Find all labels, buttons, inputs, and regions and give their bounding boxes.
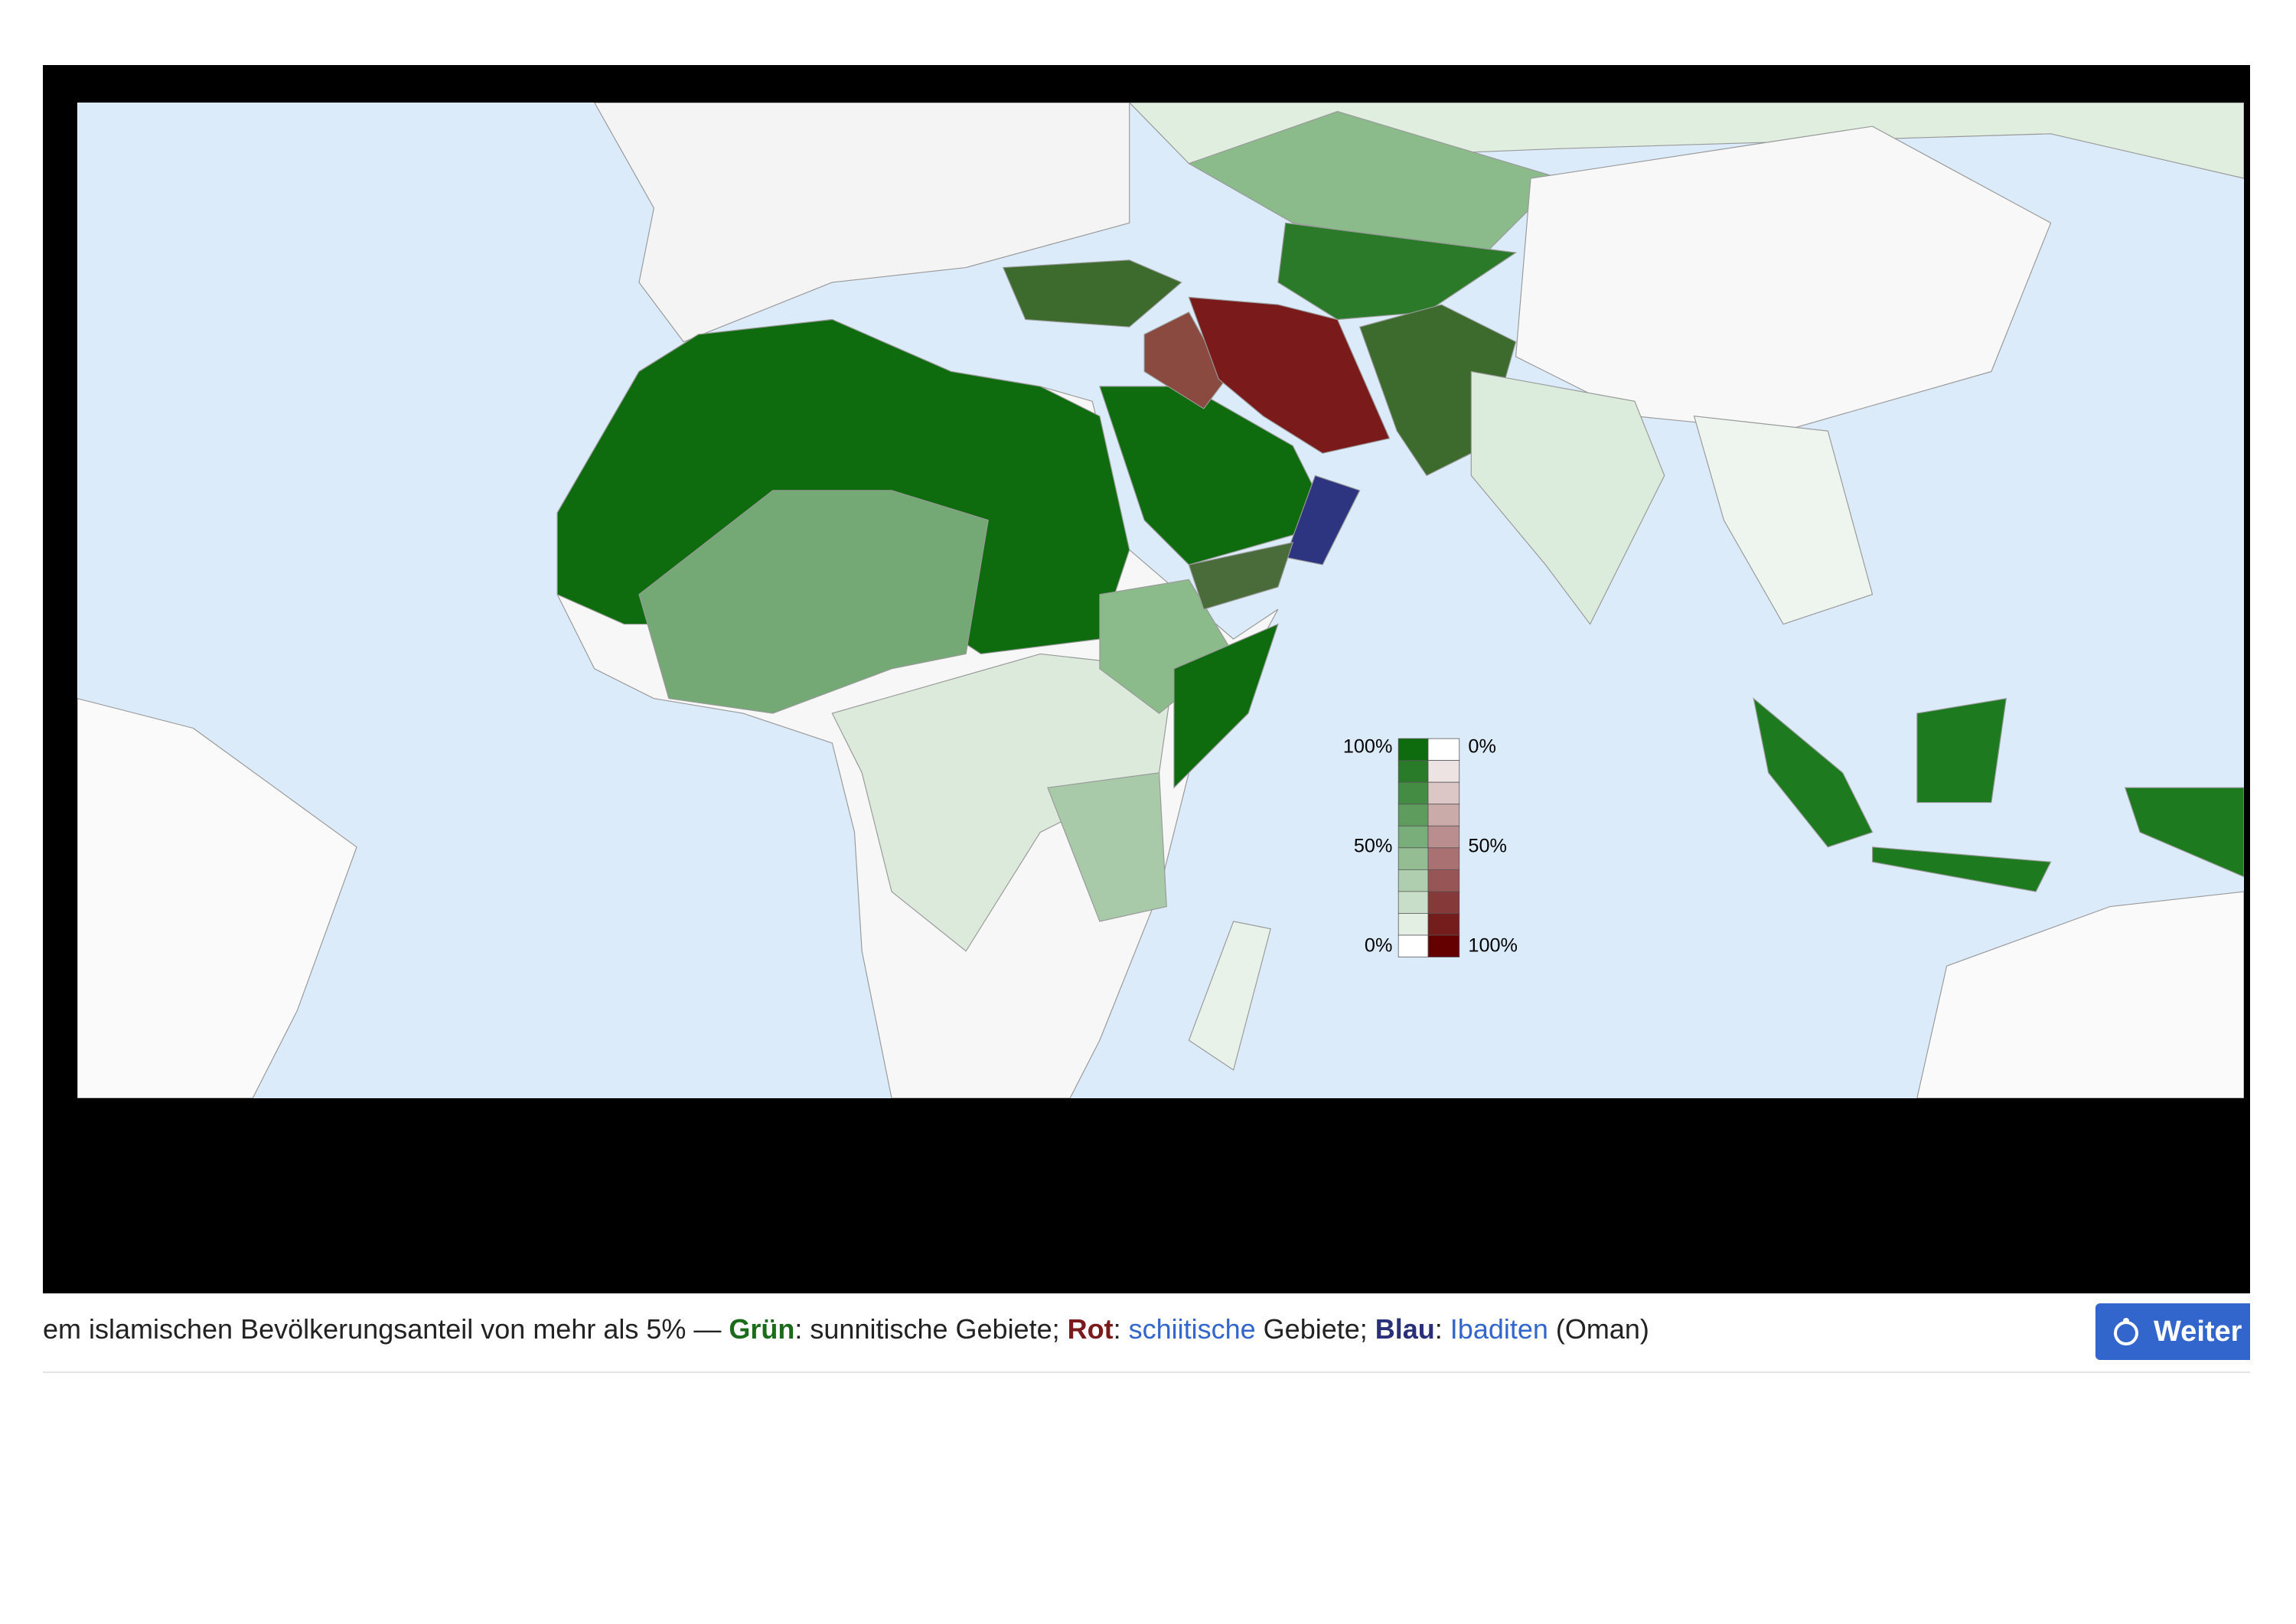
legend-swatch [1397,781,1429,805]
map-region [1188,296,1391,454]
map-region [638,490,989,714]
map-region [1187,111,1561,253]
caption-label: Rot [1067,1313,1114,1345]
continue-button[interactable]: Weiter [2095,1303,2250,1360]
legend-swatch [1397,825,1429,849]
legend-swatch [1427,825,1460,849]
legend-swatch [1397,891,1429,914]
button-clip: Weiter [2095,1303,2250,1360]
caption-text: : sunnitische Gebiete; [794,1313,1068,1345]
legend-swatch [1427,760,1460,783]
legend-label: 100% [1468,935,1518,957]
map-region [1753,697,1874,848]
caption-text: : [1434,1313,1450,1345]
legend-swatch [1397,738,1429,761]
link[interactable]: schiitische [1128,1313,1256,1345]
map-region [1470,370,1665,625]
map-region [1188,541,1294,610]
map-region [594,103,1130,343]
media-viewer: 100% 50% 0% 0% 50% 100% [43,65,2250,1293]
map-regions [77,103,2244,1098]
legend-swatch [1397,913,1429,936]
map-region [1871,846,2052,892]
legend-label: 100% [1343,735,1393,757]
legend-label: 50% [1354,836,1393,857]
link[interactable]: Ibaditen [1450,1313,1548,1345]
map-region [1693,416,1874,625]
map-region [1284,474,1361,566]
legend-swatch [1397,934,1429,957]
caption-text: em islamischen Bevölkerungsanteil von me… [43,1313,729,1345]
map-region [1515,126,2052,432]
map-region [1002,259,1182,328]
legend-swatch [1427,738,1460,761]
caption-text: : [1113,1313,1129,1345]
map-region [1188,921,1271,1071]
legend-swatch [1427,847,1460,870]
legend-swatch [1427,891,1460,914]
caption-text: (Oman) [1548,1313,1649,1345]
map-region [77,698,357,1098]
map-region [1277,222,1518,321]
map-region [1173,623,1279,789]
legend-label: 0% [1365,935,1392,957]
legend-swatch [1397,869,1429,892]
button-label: Weiter [2154,1315,2242,1348]
legend-label: 50% [1468,836,1507,857]
map-legend: 100% 50% 0% 0% 50% 100% [1343,735,1518,957]
map-region [1143,311,1227,409]
caption-label: Grün [729,1313,795,1345]
caption-text: Gebiete; [1255,1313,1375,1345]
legend-swatch [1427,781,1460,805]
legend-swatch [1397,760,1429,783]
legend-label: 0% [1468,735,1495,757]
map-region [1916,697,2007,804]
map-region [2124,787,2244,878]
map-region [1047,772,1167,922]
legend-swatch [1427,934,1460,957]
map-region [831,653,1175,952]
legend-swatch [1397,847,1429,870]
divider [43,1371,2250,1373]
legend-swatch [1427,804,1460,827]
legend-swatch [1427,913,1460,936]
world-map: 100% 50% 0% 0% 50% 100% [77,103,2244,1098]
legend-swatch [1427,869,1460,892]
icon [2114,1318,2138,1345]
caption: em islamischen Bevölkerungsanteil von me… [43,1313,1649,1345]
caption-label: Blau [1375,1313,1435,1345]
legend-swatch [1397,804,1429,827]
